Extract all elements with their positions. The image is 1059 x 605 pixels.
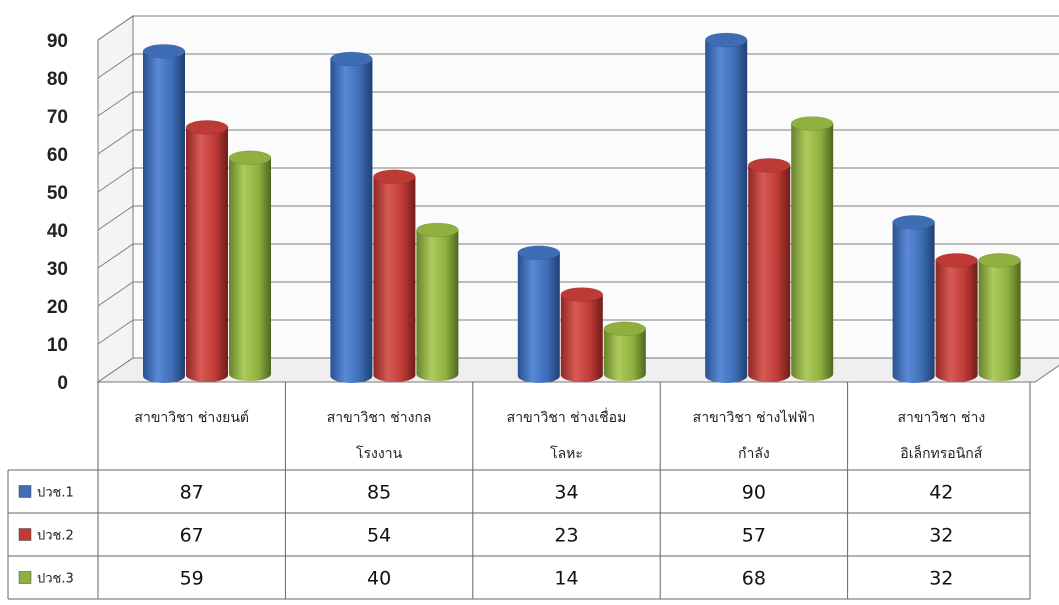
table-cell-value: 42 bbox=[929, 482, 953, 504]
y-tick-label: 30 bbox=[47, 259, 68, 280]
gridline bbox=[97, 129, 1059, 155]
side-wall bbox=[97, 15, 134, 383]
bar-body bbox=[603, 328, 646, 381]
table-cell-value: 32 bbox=[929, 525, 953, 547]
category-label: โรงงาน bbox=[356, 445, 403, 462]
bar-body bbox=[373, 176, 416, 382]
legend-label: ปวช.3 bbox=[37, 572, 74, 587]
table-cell-value: 23 bbox=[554, 525, 578, 547]
table-cell-value: 67 bbox=[180, 525, 204, 547]
table-cell-value: 85 bbox=[367, 482, 391, 504]
bar-cap bbox=[416, 222, 459, 238]
category-label: โลหะ bbox=[550, 445, 583, 462]
bar bbox=[747, 158, 791, 382]
legend-swatch bbox=[18, 485, 32, 498]
y-tick-label: 40 bbox=[47, 221, 68, 242]
bar-cap bbox=[603, 321, 647, 337]
bar-body bbox=[186, 127, 228, 383]
bar bbox=[142, 44, 186, 383]
bar-cap bbox=[892, 215, 935, 230]
bar bbox=[704, 32, 748, 383]
table-cell-value: 57 bbox=[742, 525, 766, 547]
table-cell-value: 68 bbox=[742, 568, 766, 590]
category-label: อิเล็กทรอนิกส์ bbox=[900, 444, 982, 462]
bar-body bbox=[517, 252, 560, 383]
legend-label: ปวช.2 bbox=[37, 529, 74, 544]
bar-cap bbox=[747, 158, 791, 173]
bar-cap bbox=[790, 116, 834, 131]
table-cell-value: 32 bbox=[929, 568, 953, 590]
bar-cap bbox=[373, 169, 416, 185]
bar bbox=[560, 287, 604, 382]
bar-body bbox=[416, 230, 459, 381]
bars bbox=[142, 32, 1021, 383]
bar-body bbox=[705, 40, 748, 383]
bar bbox=[373, 169, 416, 382]
gridline bbox=[97, 91, 1059, 117]
table-cell-value: 90 bbox=[742, 482, 766, 504]
bar bbox=[185, 120, 229, 383]
legend-label: ปวช.1 bbox=[37, 486, 74, 501]
bar-cap bbox=[185, 120, 229, 135]
bar bbox=[790, 116, 834, 381]
gridline bbox=[97, 15, 1059, 41]
bar-body bbox=[229, 157, 271, 381]
bar bbox=[603, 321, 647, 381]
bar bbox=[978, 253, 1021, 381]
y-tick-label: 60 bbox=[47, 145, 68, 166]
bar bbox=[935, 253, 978, 382]
y-tick-label: 50 bbox=[47, 183, 68, 204]
table-cell-value: 87 bbox=[180, 482, 204, 504]
table-cell-value: 34 bbox=[554, 482, 578, 504]
y-tick-label: 70 bbox=[47, 107, 68, 128]
bar-body bbox=[330, 59, 373, 383]
bar-body bbox=[748, 165, 791, 382]
y-tick-label: 80 bbox=[47, 69, 68, 90]
bar-body bbox=[978, 260, 1021, 381]
y-tick-label: 20 bbox=[47, 297, 68, 318]
y-axis: 0 10 20 30 40 50 60 70 80 90 bbox=[47, 31, 68, 394]
category-label: สาขาวิชา ช่างไฟฟ้า bbox=[693, 409, 815, 426]
table-cell-value: 14 bbox=[554, 568, 578, 590]
category-label: สาขาวิชา ช่างเชื่อม bbox=[507, 408, 627, 426]
legend-swatch bbox=[18, 571, 32, 584]
legend-swatch bbox=[18, 528, 32, 541]
category-label: สาขาวิชา ช่างกล bbox=[327, 410, 432, 426]
bar-body bbox=[560, 294, 603, 382]
bar-cap bbox=[330, 51, 373, 67]
bar-cap bbox=[978, 253, 1021, 268]
bar-cap bbox=[935, 253, 978, 268]
category-label: สาขาวิชา ช่างยนต์ bbox=[134, 409, 249, 426]
bar bbox=[416, 222, 459, 381]
bar bbox=[330, 51, 373, 383]
table-cell-value: 59 bbox=[180, 568, 204, 590]
bar-cap bbox=[517, 245, 561, 261]
bar bbox=[228, 150, 272, 381]
bar-body bbox=[791, 123, 834, 381]
bar bbox=[892, 215, 935, 383]
y-tick-label: 90 bbox=[47, 31, 68, 52]
bar-cap bbox=[704, 32, 748, 48]
bar-cap bbox=[560, 287, 604, 302]
y-tick-label: 0 bbox=[57, 373, 68, 394]
category-label: สาขาวิชา ช่าง bbox=[897, 410, 985, 426]
y-tick-label: 10 bbox=[47, 335, 68, 356]
bar-body bbox=[892, 222, 935, 383]
bar-cap bbox=[228, 150, 272, 166]
bar-body bbox=[935, 260, 978, 382]
table-cell-value: 54 bbox=[367, 525, 391, 547]
table-cell-value: 40 bbox=[367, 568, 391, 590]
category-label: กำลัง bbox=[738, 446, 770, 462]
gridline bbox=[97, 53, 1059, 79]
bar-cap bbox=[142, 44, 186, 59]
bar bbox=[517, 245, 561, 383]
bar-body bbox=[143, 51, 185, 383]
